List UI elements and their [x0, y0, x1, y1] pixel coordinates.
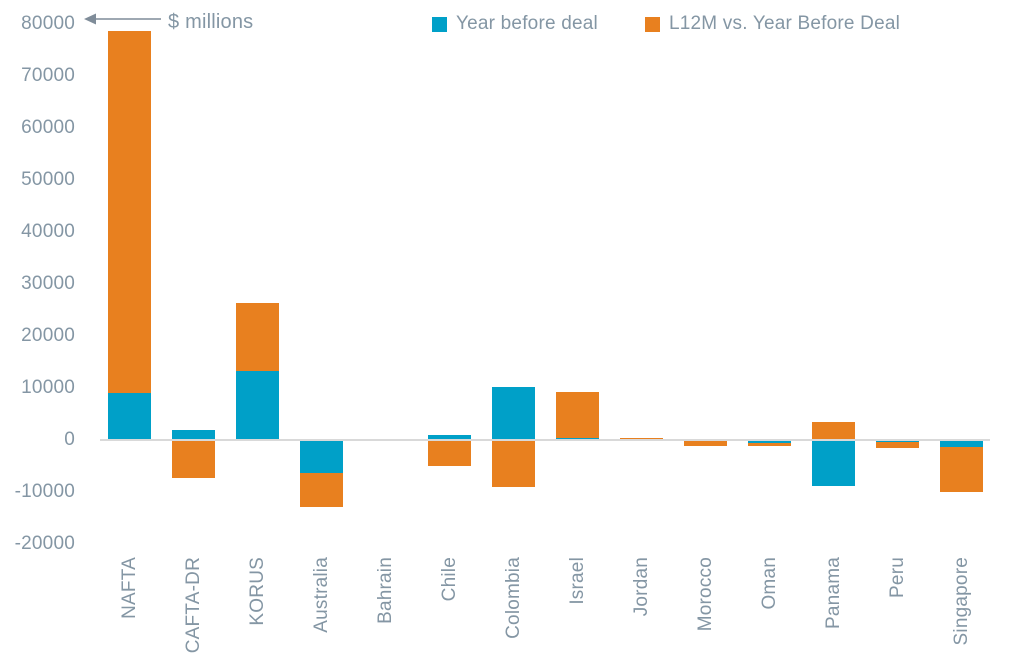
x-axis-label-australia: Australia: [310, 557, 332, 633]
bar-segment-year-before-deal-oman: [748, 441, 792, 444]
bar-segment-l12m-delta-chile: [428, 441, 472, 466]
bar-segment-l12m-delta-cafta-dr: [172, 441, 216, 479]
legend-item-year-before-deal: Year before deal: [432, 13, 598, 35]
x-axis-label-korus: KORUS: [246, 557, 268, 626]
bar-segment-year-before-deal-israel: [556, 437, 600, 439]
y-axis-arrow-icon: [84, 13, 161, 25]
x-axis-label-jordan: Jordan: [630, 557, 652, 617]
bar-segment-year-before-deal-nafta: [108, 392, 152, 439]
bar-segment-l12m-delta-jordan: [620, 437, 664, 439]
y-axis-tick-label: 60000: [21, 117, 75, 138]
bar-segment-year-before-deal-colombia: [492, 387, 536, 439]
legend-label: Year before deal: [456, 13, 598, 34]
bar-segment-year-before-deal-australia: [300, 441, 344, 474]
y-axis-tick-label: 10000: [21, 377, 75, 398]
legend-item-l12m-vs-year-before-deal: L12M vs. Year Before Deal: [645, 13, 900, 35]
bar-segment-l12m-delta-israel: [556, 391, 600, 438]
bar-segment-year-before-deal-korus: [236, 371, 280, 439]
y-axis-tick-label: 50000: [21, 169, 75, 190]
bar-segment-l12m-delta-nafta: [108, 30, 152, 393]
x-axis-label-morocco: Morocco: [694, 557, 716, 632]
bar-segment-l12m-delta-colombia: [492, 441, 536, 487]
bar-segment-year-before-deal-cafta-dr: [172, 430, 216, 439]
x-axis-label-peru: Peru: [886, 557, 908, 598]
y-axis-tick-label: -10000: [14, 481, 75, 502]
x-axis-label-oman: Oman: [758, 557, 780, 610]
y-axis-tick-label: 0: [64, 429, 75, 450]
x-axis-label-chile: Chile: [438, 557, 460, 602]
legend-swatch-orange-icon: [645, 16, 660, 32]
y-axis-tick-label: 80000: [21, 13, 75, 34]
bar-segment-year-before-deal-singapore: [940, 441, 984, 448]
bar-segment-year-before-deal-peru: [876, 441, 920, 443]
x-axis-label-bahrain: Bahrain: [374, 557, 396, 624]
y-axis-tick-label: -20000: [14, 533, 75, 554]
x-axis-label-panama: Panama: [822, 557, 844, 629]
y-axis-tick-label: 70000: [21, 65, 75, 86]
bar-segment-l12m-delta-korus: [236, 303, 280, 372]
zero-baseline: [100, 439, 990, 441]
bar-segment-year-before-deal-chile: [428, 434, 472, 439]
x-axis-label-singapore: Singapore: [950, 557, 972, 646]
bar-segment-l12m-delta-morocco: [684, 441, 728, 446]
y-axis-tick-label: 20000: [21, 325, 75, 346]
bar-segment-l12m-delta-panama: [812, 421, 856, 439]
bar-segment-l12m-delta-singapore: [940, 447, 984, 492]
x-axis-label-israel: Israel: [566, 557, 588, 605]
x-axis-label-colombia: Colombia: [502, 557, 524, 639]
y-axis-tick-label: 40000: [21, 221, 75, 242]
x-axis-label-nafta: NAFTA: [118, 557, 140, 619]
bar-segment-year-before-deal-panama: [812, 441, 856, 487]
legend-swatch-blue-icon: [432, 16, 447, 32]
y-axis-unit-label: $ millions: [168, 11, 254, 33]
bar-segment-l12m-delta-oman: [748, 443, 792, 447]
bar-segment-l12m-delta-australia: [300, 473, 344, 507]
bar-segment-l12m-delta-peru: [876, 442, 920, 448]
y-axis-tick-label: 30000: [21, 273, 75, 294]
x-axis-label-cafta-dr: CAFTA-DR: [182, 557, 204, 654]
legend-label: L12M vs. Year Before Deal: [669, 13, 901, 34]
